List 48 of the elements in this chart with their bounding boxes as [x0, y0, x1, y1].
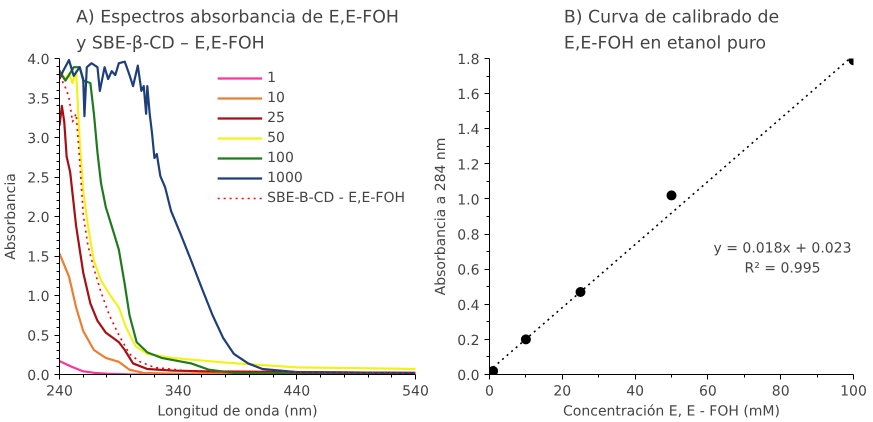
y-tick-label: 1.0: [27, 289, 50, 305]
point: [520, 334, 531, 344]
y-tick-label: 0.2: [457, 332, 480, 349]
legend-label: SBE-B-CD - E,E-FOH: [267, 190, 405, 206]
y-tick-label: 0.5: [27, 328, 50, 344]
x-tick-label: 0: [485, 384, 494, 400]
x-axis-title: Longitud de onda (nm): [157, 404, 318, 420]
y-axis-title: Absorbancia: [3, 173, 20, 260]
legend-label: 50: [267, 130, 286, 146]
y-tick-label: 0.8: [457, 228, 480, 244]
y-tick-label: 1.4: [457, 122, 480, 138]
y-tick-label: 3.0: [27, 131, 50, 147]
y-tick-label: 1.0: [457, 192, 480, 208]
y-tick-label: 4.0: [27, 52, 50, 68]
x-tick-label: 60: [698, 384, 717, 400]
x-tick-label: 540: [402, 384, 429, 400]
legend-label: 10: [267, 90, 286, 106]
x-tick-label: 440: [283, 384, 310, 400]
chart-title: A) Espectros absorbancia de E,E-FOH y SBE-β-CD – E,E-FOH: [76, 8, 399, 54]
y-tick-label: 0.0: [457, 368, 480, 384]
x-tick-label: 100: [840, 384, 867, 400]
y-tick-label: 1.5: [27, 250, 50, 266]
chart-title: B) Curva de calibrado de E,E-FOH en etanol puro: [564, 8, 780, 54]
legend-label: 100: [267, 150, 294, 166]
point: [666, 190, 676, 200]
annotation: R² = 0.995: [744, 260, 821, 276]
y-axis-title: Absorbancia a 284 nm: [433, 138, 450, 296]
point: [576, 287, 586, 297]
x-tick-label: 80: [772, 384, 790, 400]
y-tick-label: 1.2: [457, 157, 480, 174]
x-tick-label: 240: [46, 384, 73, 400]
y-tick-label: 3.5: [27, 92, 50, 108]
y-tick-label: 2.0: [27, 210, 50, 226]
legend-label: 1000: [267, 170, 303, 186]
y-tick-label: 1.8: [457, 52, 480, 68]
x-axis-title: Concentración E, E - FOH (mM): [563, 404, 780, 420]
y-tick-label: 0.4: [457, 298, 480, 314]
y-tick-label: 0.6: [457, 262, 480, 279]
y-tick-label: 1.6: [457, 87, 480, 104]
x-tick-label: 20: [553, 384, 572, 400]
legend-label: 1: [267, 70, 278, 86]
annotation: y = 0.018x + 0.023: [714, 240, 852, 256]
y-tick-label: 0.0: [27, 368, 50, 384]
point: [490, 366, 498, 374]
y-tick-label: 2.5: [27, 170, 50, 186]
x-tick-label: 340: [164, 384, 192, 400]
legend-label: 25: [267, 110, 286, 126]
x-tick-label: 40: [626, 384, 644, 400]
